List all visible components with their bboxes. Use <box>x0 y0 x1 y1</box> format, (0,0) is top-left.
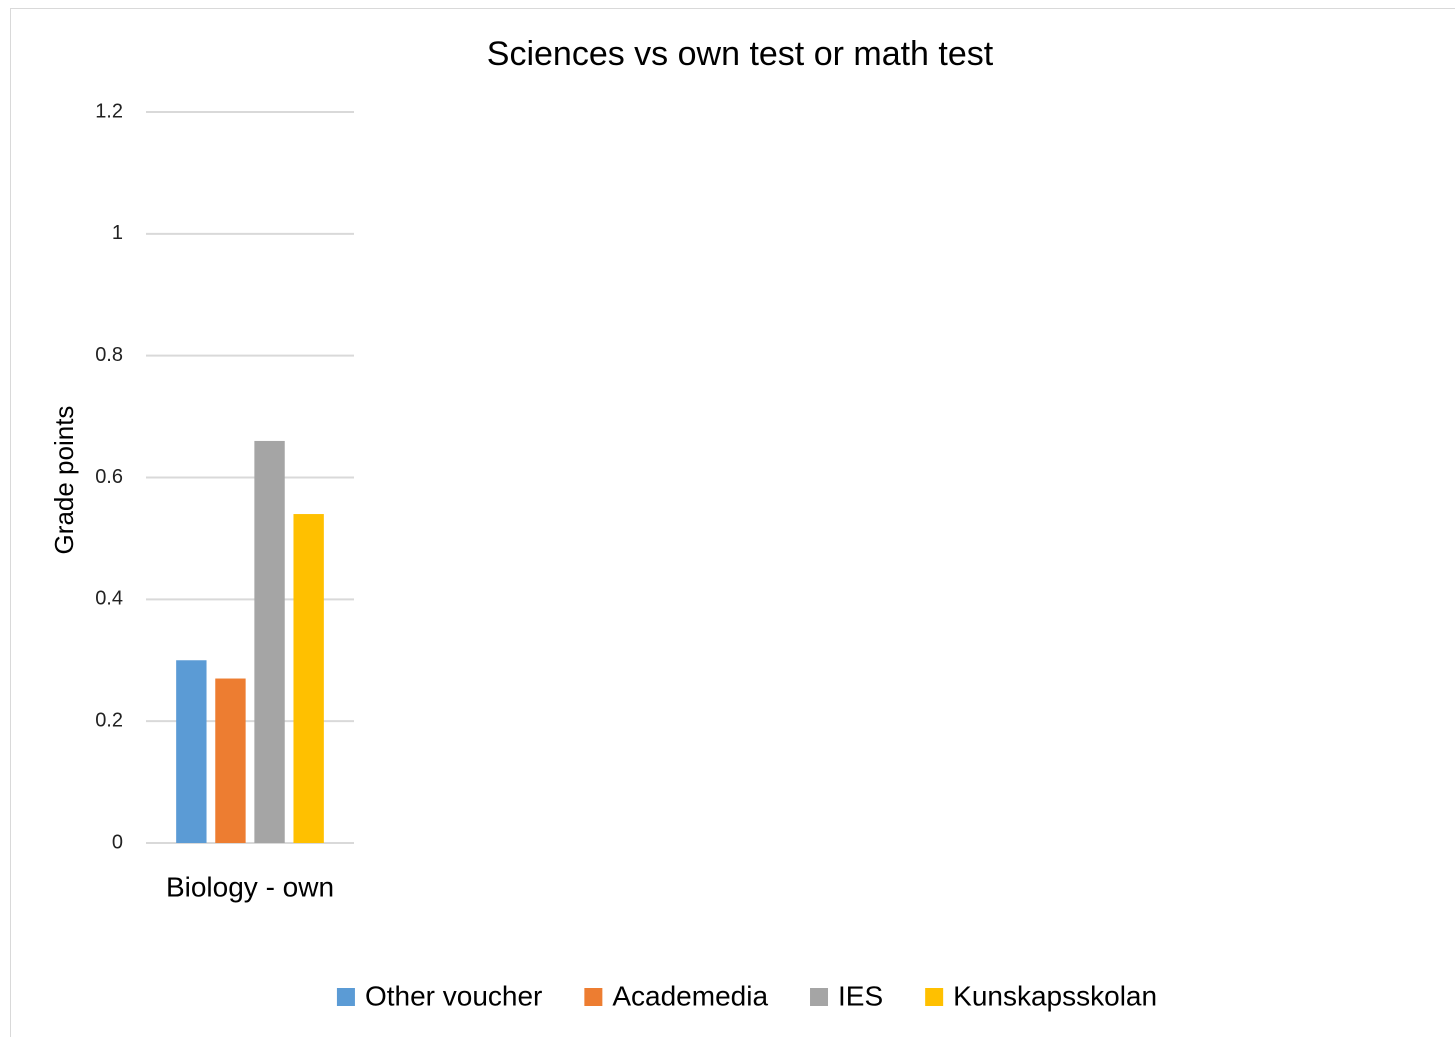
legend-swatch <box>336 988 355 1006</box>
y-tick-label: 0 <box>112 831 123 853</box>
chart-frame <box>10 8 1455 1037</box>
bar <box>254 440 285 843</box>
y-tick-label: 0.2 <box>95 709 123 731</box>
y-tick-label: 0.4 <box>95 588 123 610</box>
x-tick-label: Biology - own <box>166 871 334 902</box>
legend-label: Academedia <box>612 980 768 1011</box>
legend-label: Kunskapsskolan <box>953 980 1157 1011</box>
chart-title: Sciences vs own test or math test <box>487 35 994 73</box>
bar <box>215 678 246 843</box>
y-tick-label: 1.2 <box>95 100 123 122</box>
legend-swatch <box>584 988 603 1006</box>
y-tick-label: 1 <box>112 222 123 244</box>
legend-label: IES <box>838 980 883 1011</box>
legend-swatch <box>810 988 829 1006</box>
bar <box>293 514 324 843</box>
y-tick-label: 0.6 <box>95 466 123 488</box>
y-axis-label: Grade points <box>49 406 79 555</box>
y-tick-label: 0.8 <box>95 344 123 366</box>
bar <box>176 660 207 843</box>
legend-label: Other voucher <box>365 980 542 1011</box>
legend-swatch <box>925 988 944 1006</box>
